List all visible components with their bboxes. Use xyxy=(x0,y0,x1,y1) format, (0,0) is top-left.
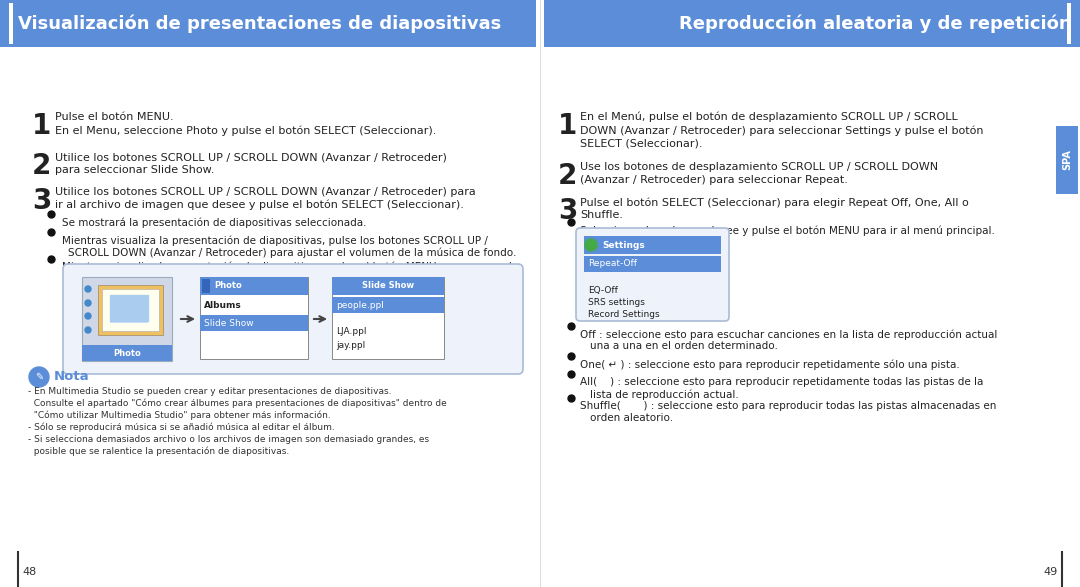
Text: people.ppl: people.ppl xyxy=(336,301,383,309)
Text: 1: 1 xyxy=(32,112,51,140)
Text: ir al archivo de imagen que desee y pulse el botón SELECT (Seleccionar).: ir al archivo de imagen que desee y puls… xyxy=(55,200,464,211)
FancyBboxPatch shape xyxy=(1056,126,1078,194)
Text: Photo: Photo xyxy=(214,282,242,291)
Text: SCROLL DOWN (Avanzar / Retroceder) para ajustar el volumen de la música de fondo: SCROLL DOWN (Avanzar / Retroceder) para … xyxy=(68,247,516,258)
Text: SELECT (Seleccionar).: SELECT (Seleccionar). xyxy=(580,138,702,148)
Circle shape xyxy=(85,300,91,306)
Text: una a una en el orden determinado.: una a una en el orden determinado. xyxy=(590,341,778,351)
Text: 49: 49 xyxy=(1043,567,1058,577)
Text: 2: 2 xyxy=(32,152,52,180)
Text: Mientras visualiza la presentación de diapositivas, pulse los botones SCROLL UP : Mientras visualiza la presentación de di… xyxy=(62,235,488,245)
Text: ✎: ✎ xyxy=(35,372,43,382)
Text: Pulse el botón MENU.: Pulse el botón MENU. xyxy=(55,112,174,122)
Text: Settings: Settings xyxy=(602,241,645,249)
Text: En el Menú, pulse el botón de desplazamiento SCROLL UP / SCROLL: En el Menú, pulse el botón de desplazami… xyxy=(580,112,958,123)
Text: Reproducción aleatoria y de repetición: Reproducción aleatoria y de repetición xyxy=(679,14,1072,33)
FancyBboxPatch shape xyxy=(576,228,729,321)
FancyBboxPatch shape xyxy=(202,279,210,293)
FancyBboxPatch shape xyxy=(332,277,444,295)
Text: DOWN (Avanzar / Retroceder) para seleccionar Settings y pulse el botón: DOWN (Avanzar / Retroceder) para selecci… xyxy=(580,125,984,136)
Text: Off : seleccione esto para escuchar canciones en la lista de reproducción actual: Off : seleccione esto para escuchar canc… xyxy=(580,329,997,339)
Text: Albums: Albums xyxy=(204,301,242,310)
Text: 1: 1 xyxy=(558,112,577,140)
Text: LJA.ppl: LJA.ppl xyxy=(336,327,366,336)
Text: En el Menu, seleccione Photo y pulse el botón SELECT (Seleccionar).: En el Menu, seleccione Photo y pulse el … xyxy=(55,125,436,136)
Text: All(    ) : seleccione esto para reproducir repetidamente todas las pistas de la: All( ) : seleccione esto para reproducir… xyxy=(580,377,984,387)
FancyBboxPatch shape xyxy=(0,0,536,47)
Text: para seleccionar Slide Show.: para seleccionar Slide Show. xyxy=(55,165,214,175)
Text: Shuffle.: Shuffle. xyxy=(580,210,623,220)
Text: Use los botones de desplazamiento SCROLL UP / SCROLL DOWN: Use los botones de desplazamiento SCROLL… xyxy=(580,162,939,172)
Text: posible que se ralentice la presentación de diapositivas.: posible que se ralentice la presentación… xyxy=(28,447,289,457)
FancyBboxPatch shape xyxy=(1067,3,1071,44)
FancyBboxPatch shape xyxy=(584,256,721,272)
Text: SRS settings: SRS settings xyxy=(588,298,645,307)
FancyBboxPatch shape xyxy=(332,277,444,359)
FancyBboxPatch shape xyxy=(200,315,308,331)
Text: - En Multimedia Studio se pueden crear y editar presentaciones de diapositivas.: - En Multimedia Studio se pueden crear y… xyxy=(28,387,391,396)
FancyBboxPatch shape xyxy=(9,3,13,44)
Text: Utilice los botones SCROLL UP / SCROLL DOWN (Avanzar / Retroceder): Utilice los botones SCROLL UP / SCROLL D… xyxy=(55,152,447,162)
FancyBboxPatch shape xyxy=(110,295,148,323)
Circle shape xyxy=(85,313,91,319)
Text: SPA: SPA xyxy=(1062,150,1072,170)
Text: Consulte el apartado "Cómo crear álbumes para presentaciones de diapositivas" de: Consulte el apartado "Cómo crear álbumes… xyxy=(28,399,447,409)
FancyBboxPatch shape xyxy=(200,277,308,359)
Text: Repeat-Off: Repeat-Off xyxy=(588,259,637,268)
FancyBboxPatch shape xyxy=(98,285,163,335)
Text: Shuffle(       ) : seleccione esto para reproducir todas las pistas almacenadas : Shuffle( ) : seleccione esto para reprod… xyxy=(580,401,997,411)
FancyBboxPatch shape xyxy=(200,277,308,295)
Text: Slide Show: Slide Show xyxy=(362,282,414,291)
Text: Mientras visualiza la presentación de diapositivas, pulse el botón MENU para pas: Mientras visualiza la presentación de di… xyxy=(62,262,518,272)
Text: jay.ppl: jay.ppl xyxy=(336,341,365,350)
FancyBboxPatch shape xyxy=(332,297,444,313)
Text: Slide Show: Slide Show xyxy=(204,319,254,328)
Text: 3: 3 xyxy=(32,187,52,215)
Text: 2: 2 xyxy=(558,162,578,190)
Text: Seleccione el modo que desee y pulse el botón MENU para ir al menú principal.: Seleccione el modo que desee y pulse el … xyxy=(580,225,995,235)
Text: EQ-Off: EQ-Off xyxy=(588,286,618,295)
FancyBboxPatch shape xyxy=(82,277,172,361)
Text: "Cómo utilizar Multimedia Studio" para obtener más información.: "Cómo utilizar Multimedia Studio" para o… xyxy=(28,411,330,420)
Circle shape xyxy=(85,286,91,292)
Text: 48: 48 xyxy=(22,567,37,577)
Text: - Sólo se reproducirá música si se añadió música al editar el álbum.: - Sólo se reproducirá música si se añadi… xyxy=(28,423,335,433)
Text: One( ↵ ) : seleccione esto para reproducir repetidamente sólo una pista.: One( ↵ ) : seleccione esto para reproduc… xyxy=(580,359,960,369)
Circle shape xyxy=(85,327,91,333)
Text: Se mostrará la presentación de diapositivas seleccionada.: Se mostrará la presentación de diapositi… xyxy=(62,217,366,228)
FancyBboxPatch shape xyxy=(584,236,721,254)
Text: (Avanzar / Retroceder) para seleccionar Repeat.: (Avanzar / Retroceder) para seleccionar … xyxy=(580,175,848,185)
Text: orden aleatorio.: orden aleatorio. xyxy=(590,413,673,423)
Text: Utilice los botones SCROLL UP / SCROLL DOWN (Avanzar / Retroceder) para: Utilice los botones SCROLL UP / SCROLL D… xyxy=(55,187,476,197)
Text: lista de reproducción actual.: lista de reproducción actual. xyxy=(590,389,739,400)
FancyBboxPatch shape xyxy=(102,289,159,331)
FancyBboxPatch shape xyxy=(544,0,1080,47)
FancyBboxPatch shape xyxy=(82,345,172,361)
Text: - Si selecciona demasiados archivo o los archivos de imagen son demasiado grande: - Si selecciona demasiados archivo o los… xyxy=(28,435,429,444)
Circle shape xyxy=(29,367,49,387)
FancyBboxPatch shape xyxy=(63,264,523,374)
Text: Record Settings: Record Settings xyxy=(588,310,660,319)
Text: pantalla anterior.: pantalla anterior. xyxy=(68,274,158,284)
Circle shape xyxy=(585,239,597,251)
Text: Photo: Photo xyxy=(113,349,140,357)
Text: Nota: Nota xyxy=(54,370,90,383)
Text: 3: 3 xyxy=(558,197,578,225)
Text: Pulse el botón SELECT (Seleccionar) para elegir Repeat Off, One, All o: Pulse el botón SELECT (Seleccionar) para… xyxy=(580,197,969,207)
Text: Visualización de presentaciones de diapositivas: Visualización de presentaciones de diapo… xyxy=(18,14,501,33)
